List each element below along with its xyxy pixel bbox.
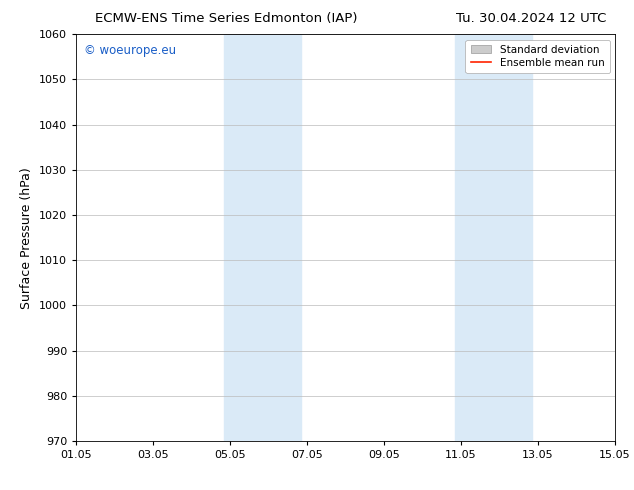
Legend: Standard deviation, Ensemble mean run: Standard deviation, Ensemble mean run [465,40,610,73]
Text: © woeurope.eu: © woeurope.eu [84,45,176,57]
Bar [224,34,301,441]
Y-axis label: Surface Pressure (hPa): Surface Pressure (hPa) [20,167,34,309]
Bar [455,34,532,441]
Text: ECMW-ENS Time Series Edmonton (IAP): ECMW-ENS Time Series Edmonton (IAP) [95,12,358,25]
Text: Tu. 30.04.2024 12 UTC: Tu. 30.04.2024 12 UTC [456,12,607,25]
